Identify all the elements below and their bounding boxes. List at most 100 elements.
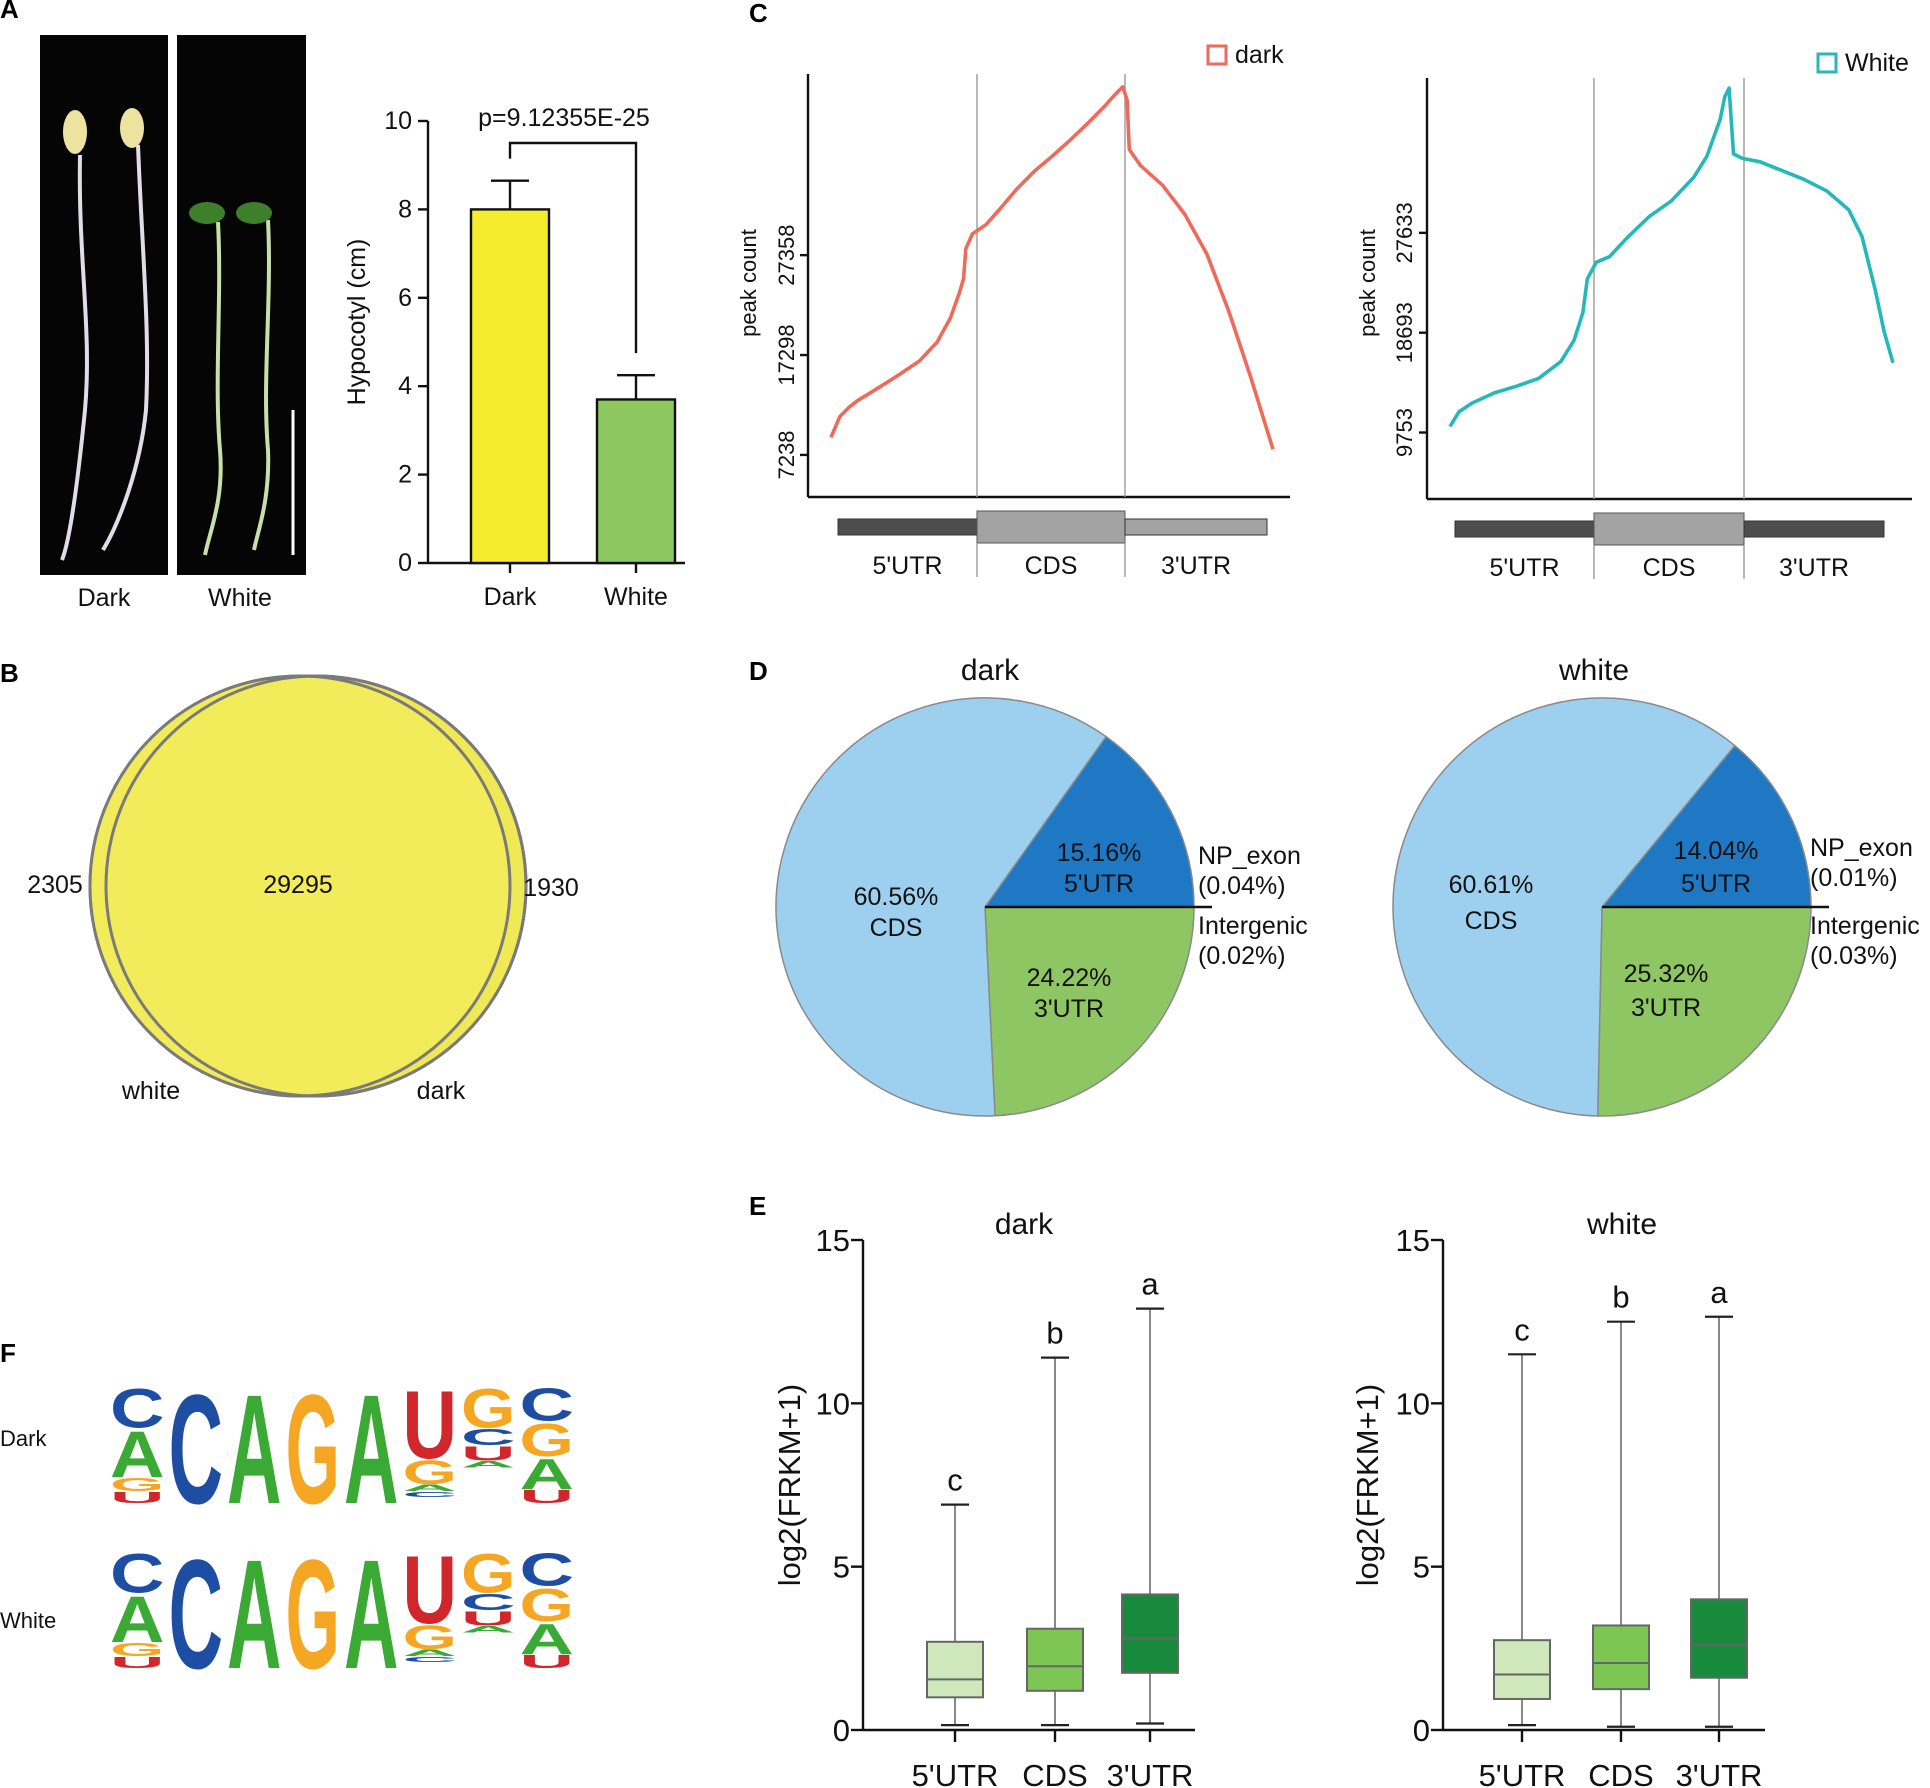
- motif-minor-letter: A: [520, 1451, 575, 1499]
- motif-minor-letter: G: [403, 1619, 458, 1657]
- seedling-stem: [60, 154, 89, 561]
- slice-name-3utr: 3'UTR: [1631, 994, 1701, 1022]
- gene-3utr-block: [1124, 518, 1268, 536]
- photo-label-dark: Dark: [78, 584, 131, 612]
- boxplot-title: dark: [995, 1208, 1054, 1241]
- region-label: 3'UTR: [1161, 552, 1231, 580]
- seedling-cotyledon: [189, 202, 225, 224]
- y-tick-label: 5: [833, 1550, 850, 1585]
- y-tick-label: 17298: [774, 324, 799, 385]
- photo-dark: [40, 35, 168, 575]
- photo-dark-background: [40, 35, 168, 575]
- x-tick-label: 3'UTR: [1107, 1758, 1194, 1788]
- x-tick-label: 5'UTR: [1479, 1758, 1566, 1788]
- box: [1026, 1627, 1084, 1692]
- motif-letter: A: [227, 1363, 282, 1537]
- motif-minor-letter: A: [403, 1483, 460, 1493]
- y-tick-label: 10: [816, 1386, 850, 1421]
- panel-e: E dark 0 5 10 15 log2(FRKM+1) c 5'UTR b CDS a 3'UTR…: [749, 1191, 1765, 1788]
- pie-title: white: [1558, 654, 1629, 687]
- panel-b-label: B: [0, 658, 19, 688]
- y-tick-label: 6: [398, 284, 412, 312]
- motif-minor-letter: A: [403, 1648, 460, 1658]
- side-label-intergenic: Intergenic: [1198, 912, 1308, 940]
- side-label-np-exon: NP_exon: [1198, 842, 1301, 870]
- peak-profile-dark: 7238 17298 27358 peak count 5'UTR CDS 3'UTR dar…: [736, 41, 1290, 580]
- profile-line: [829, 85, 1275, 450]
- seedling-stem: [203, 221, 223, 556]
- motif-minor-letter: U: [520, 1486, 575, 1507]
- panel-c-label: C: [749, 0, 768, 28]
- box: [1121, 1593, 1179, 1674]
- motif-minor-letter: A: [110, 1418, 165, 1491]
- slice-name-cds: CDS: [870, 914, 923, 942]
- boxplot-dark: dark 0 5 10 15 log2(FRKM+1) c 5'UTR b CDS a 3'UTR: [772, 1208, 1195, 1788]
- y-tick-label: 5: [1413, 1550, 1430, 1585]
- pie-title: dark: [961, 654, 1020, 687]
- region-label: CDS: [1025, 552, 1078, 580]
- legend-label: dark: [1235, 41, 1284, 69]
- pie-slice-5utr: [983, 735, 1195, 908]
- x-tick-label: CDS: [1022, 1758, 1087, 1788]
- box: [926, 1640, 984, 1699]
- photo-white-background: [177, 35, 306, 575]
- y-axis-label: Hypocotyl (cm): [343, 239, 371, 406]
- slice-value-3utr: 25.32%: [1624, 960, 1709, 988]
- motif-minor-letter: A: [520, 1616, 575, 1664]
- significance-letter: a: [1141, 1267, 1159, 1302]
- motif-minor-letter: C: [461, 1589, 516, 1615]
- seedling-cotyledon: [63, 110, 87, 154]
- y-tick-label: 2: [398, 461, 412, 489]
- motif-letter: G: [286, 1363, 341, 1537]
- gene-5utr-block: [1454, 520, 1595, 538]
- boxplot-title: white: [1586, 1208, 1657, 1241]
- bar: [595, 398, 677, 565]
- motif-letter: C: [110, 1541, 165, 1604]
- motif-minor-letter: C: [403, 1490, 461, 1499]
- side-value-np-exon: (0.01%): [1810, 864, 1898, 892]
- slice-value-5utr: 15.16%: [1057, 839, 1142, 867]
- motif-minor-letter: A: [461, 1460, 518, 1470]
- venn-outline-dark: [104, 674, 528, 1098]
- pie-white: white 60.61% CDS 14.04% 5'UTR 25.32% 3'UTR NP_e…: [1392, 654, 1920, 1117]
- motif-letter: G: [461, 1376, 516, 1439]
- side-value-intergenic: (0.03%): [1810, 942, 1898, 970]
- significance-letter: c: [1514, 1312, 1530, 1347]
- pie-dark: dark 60.56% CDS 15.16% 5'UTR 24.22% 3'UTR NP_ex…: [775, 654, 1308, 1117]
- y-tick-label: 7238: [774, 430, 799, 479]
- region-label: 3'UTR: [1779, 554, 1849, 582]
- slice-value-cds: 60.61%: [1449, 871, 1534, 899]
- gene-5utr-block: [837, 518, 978, 536]
- p-value-annotation: p=9.12355E-25: [478, 104, 650, 132]
- pie-slice-3utr: [984, 906, 1195, 1117]
- side-label-intergenic: Intergenic: [1810, 912, 1920, 940]
- pie-slice-3utr: [1596, 906, 1812, 1117]
- motif-row-label-white: White: [0, 1608, 56, 1633]
- x-tick-label: Dark: [484, 583, 537, 611]
- seedling-stem: [252, 219, 271, 551]
- legend-swatch: [1816, 52, 1838, 74]
- venn-left-count: 2305: [27, 871, 83, 899]
- x-tick-label: CDS: [1588, 1758, 1653, 1788]
- venn-right-count: 1930: [523, 874, 579, 902]
- x-tick-label: White: [604, 583, 668, 611]
- venn-overlap-count: 29295: [263, 871, 333, 899]
- significance-letter: a: [1710, 1275, 1728, 1310]
- y-axis-label: peak count: [1355, 229, 1380, 337]
- slice-name-5utr: 5'UTR: [1064, 870, 1134, 898]
- region-label: CDS: [1643, 554, 1696, 582]
- motif-letter: G: [286, 1528, 341, 1702]
- y-tick-label: 18693: [1392, 302, 1417, 363]
- panel-a: A Dark White 0 2 4 6 8 10 Dark White p=9.12355E-…: [0, 0, 685, 612]
- motif-minor-letter: U: [461, 1609, 516, 1631]
- y-tick-label: 0: [398, 549, 412, 577]
- y-tick-label: 8: [398, 195, 412, 223]
- motif-minor-letter: U: [110, 1490, 165, 1507]
- motif-row-label-dark: Dark: [0, 1426, 47, 1451]
- motif-letter: C: [110, 1376, 165, 1439]
- motif-minor-letter: G: [520, 1414, 575, 1466]
- photo-label-white: White: [208, 584, 272, 612]
